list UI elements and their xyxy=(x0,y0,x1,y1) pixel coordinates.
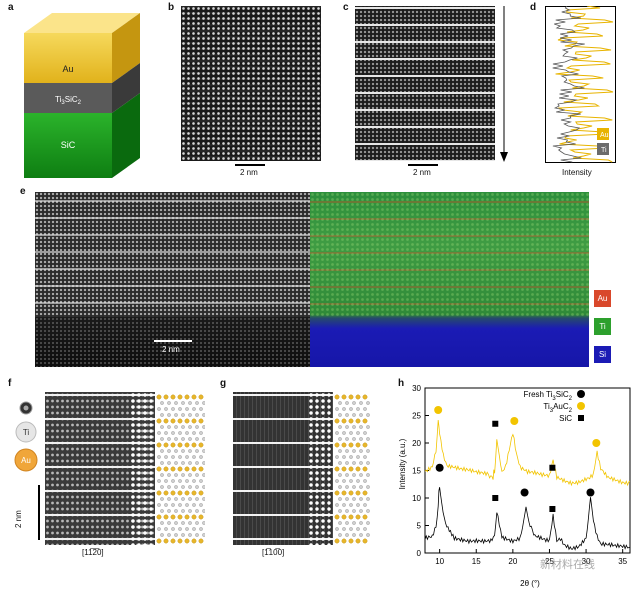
xrd-marker-sic xyxy=(492,495,499,501)
layer-stack-diagram: Au Ti3SiC2 SiC xyxy=(24,13,140,178)
scale-bar-f xyxy=(38,485,40,540)
xrd-marker-peak xyxy=(435,463,444,472)
xrd-x-tick-label: 30 xyxy=(582,557,591,566)
xrd-marker-peak xyxy=(434,406,443,414)
eds-legend-au: Au xyxy=(594,290,611,307)
xrd-y-tick-label: 20 xyxy=(412,439,421,448)
stem-image-e xyxy=(35,192,310,367)
intensity-label-d: Intensity xyxy=(562,168,592,177)
scale-bar-c xyxy=(408,164,438,166)
xrd-series-line xyxy=(424,419,631,487)
xrd-marker-peak xyxy=(520,488,529,497)
layer-sic-label: SiC xyxy=(61,140,76,150)
xrd-y-axis-label: Intensity (a.u.) xyxy=(398,438,407,489)
panel-h-label: h xyxy=(398,378,405,389)
stem-image-c xyxy=(355,6,495,161)
xrd-marker-sic xyxy=(549,506,556,512)
xrd-legend-marker xyxy=(578,415,584,421)
xrd-marker-peak xyxy=(586,488,595,497)
panel-b-label: b xyxy=(168,2,175,13)
xrd-x-tick-label: 20 xyxy=(508,557,517,566)
panel-e-label: e xyxy=(20,186,26,197)
legend-ti-d: Ti xyxy=(601,147,607,154)
xrd-marker-peak xyxy=(510,417,519,425)
atomic-model-g xyxy=(333,392,371,545)
xrd-legend-marker xyxy=(577,402,585,410)
eds-legend-ti: Ti xyxy=(594,318,611,335)
atom-legend: Ti Au xyxy=(14,401,38,472)
atom-au-label: Au xyxy=(21,456,31,465)
panel-d-label: d xyxy=(530,2,537,13)
xrd-legend-label: SiC xyxy=(559,414,572,423)
xrd-legend-label: Fresh Ti3SiC2 xyxy=(524,390,573,402)
scale-bar-e xyxy=(154,340,192,342)
xrd-x-tick-label: 10 xyxy=(435,557,444,566)
legend-au-d: Au xyxy=(600,132,609,139)
scan-direction-arrow xyxy=(500,6,508,162)
scale-text-b: 2 nm xyxy=(240,168,258,177)
xrd-x-tick-label: 25 xyxy=(545,557,554,566)
watermark: 新材料在线 xyxy=(540,559,595,571)
eds-legend-si: Si xyxy=(594,346,611,363)
scale-text-c: 2 nm xyxy=(413,168,431,177)
intensity-profile: Au Ti xyxy=(545,6,616,163)
panel-a-label: a xyxy=(8,2,14,13)
xrd-series-line xyxy=(424,487,631,551)
xrd-marker-sic xyxy=(492,420,499,427)
xrd-x-tick-label: 35 xyxy=(618,557,627,566)
layer-ti3sic2-label: Ti3SiC2 xyxy=(55,95,82,106)
xrd-x-tick-label: 15 xyxy=(472,557,481,566)
model-overlay-f xyxy=(130,392,155,545)
xrd-marker-peak xyxy=(592,439,601,447)
xrd-y-tick-label: 25 xyxy=(412,412,421,421)
xrd-y-tick-label: 15 xyxy=(412,467,421,476)
panel-g-label: g xyxy=(220,378,227,389)
scale-text-e: 2 nm xyxy=(162,345,180,354)
atom-ti-label: Ti xyxy=(23,428,30,437)
xrd-y-tick-label: 5 xyxy=(417,522,422,531)
xrd-plot-frame xyxy=(424,387,631,554)
zone-axis-f: [11̅2̅0] xyxy=(82,548,104,557)
zone-axis-g: [1̅10̅0] xyxy=(262,548,285,557)
xrd-y-tick-label: 30 xyxy=(412,384,421,393)
xrd-chart: 0 5 10 15 20 25 30 10 15 20 25 30 35 Fresh Ti3SiC2Ti… xyxy=(398,384,631,588)
scale-text-f: 2 nm xyxy=(14,510,23,528)
xrd-marker-sic xyxy=(549,464,556,471)
xrd-legend-label: Ti3AuC2 xyxy=(543,402,572,414)
atomic-model-f xyxy=(155,392,205,545)
stem-image-b xyxy=(181,6,321,161)
eds-map-e xyxy=(310,192,589,367)
layer-au-label: Au xyxy=(62,64,73,74)
xrd-x-axis-label: 2θ (°) xyxy=(520,579,540,588)
xrd-y-tick-label: 0 xyxy=(417,549,422,558)
scale-bar-b xyxy=(235,164,265,166)
xrd-legend-marker xyxy=(577,390,585,398)
model-overlay-g xyxy=(308,392,333,545)
xrd-y-tick-label: 10 xyxy=(412,494,421,503)
panel-f-label: f xyxy=(8,378,12,389)
panel-c-label: c xyxy=(343,2,349,13)
